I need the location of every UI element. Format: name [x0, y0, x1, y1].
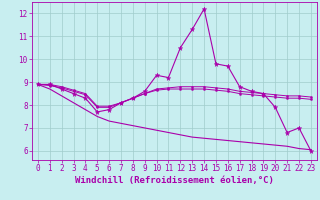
X-axis label: Windchill (Refroidissement éolien,°C): Windchill (Refroidissement éolien,°C)	[75, 176, 274, 185]
